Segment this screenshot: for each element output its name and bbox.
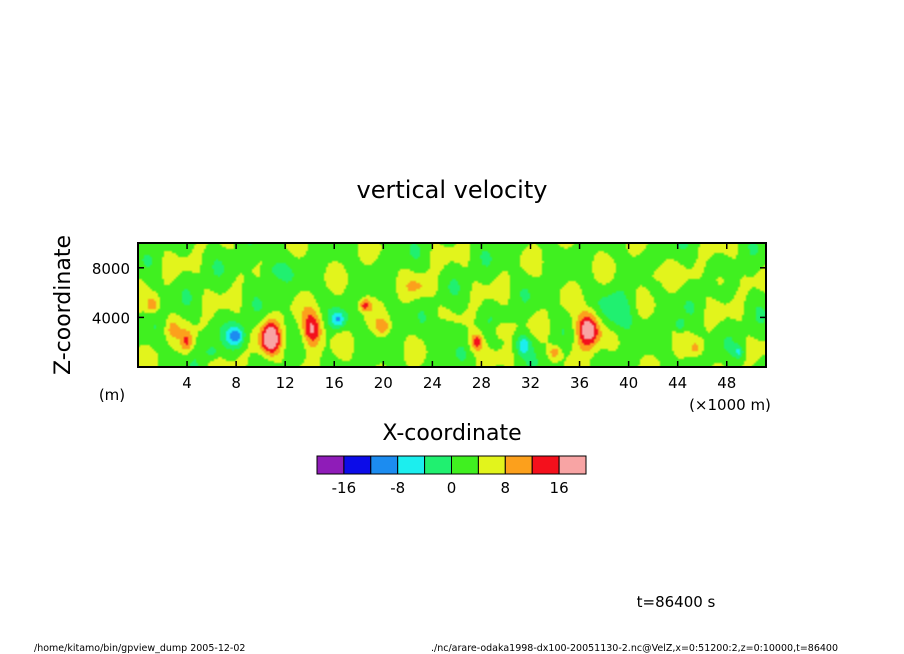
colorbar-tick-label: 8 xyxy=(501,479,511,497)
x-tick-label: 4 xyxy=(182,374,192,392)
colorbar-tick-label: -16 xyxy=(332,479,357,497)
x-tick-label: 28 xyxy=(472,374,491,392)
footer-left-path: /home/kitamo/bin/gpview_dump 2005-12-02 xyxy=(34,643,245,654)
chart-title: vertical velocity xyxy=(357,176,548,204)
colorbar-swatch xyxy=(531,455,560,475)
heatmap-image xyxy=(138,243,766,367)
x-tick-label: 24 xyxy=(423,374,442,392)
y-axis-label: Z-coordinate xyxy=(51,235,76,375)
x-unit-label: (×1000 m) xyxy=(689,396,771,414)
colorbar-tick-label: -8 xyxy=(390,479,405,497)
colorbar-swatch xyxy=(397,455,426,475)
colorbar-swatch xyxy=(477,455,506,475)
y-axis: 4000 8000 xyxy=(92,260,766,327)
colorbar-swatch xyxy=(558,455,587,475)
colorbar-swatch xyxy=(370,455,399,475)
y-tick-label: 8000 xyxy=(92,260,130,278)
colorbar-tick-label: 0 xyxy=(447,479,457,497)
footer-right-path: ./nc/arare-odaka1998-dx100-20051130-2.nc… xyxy=(431,643,838,654)
x-tick-label: 8 xyxy=(231,374,241,392)
x-tick-label: 16 xyxy=(325,374,344,392)
colorbar-swatch xyxy=(316,455,345,475)
x-tick-label: 44 xyxy=(668,374,687,392)
colorbar-tick-label: 16 xyxy=(550,479,569,497)
x-tick-label: 20 xyxy=(374,374,393,392)
x-tick-label: 36 xyxy=(570,374,589,392)
x-axis: 4 8 12 16 20 24 28 32 36 40 44 48 xyxy=(182,243,736,392)
x-tick-label: 32 xyxy=(521,374,540,392)
plot-frame xyxy=(137,242,767,368)
y-tick-label: 4000 xyxy=(92,309,130,327)
x-tick-label: 40 xyxy=(619,374,638,392)
time-label: t=86400 s xyxy=(637,593,716,611)
colorbar-swatch xyxy=(343,455,372,475)
colorbar-swatch xyxy=(424,455,453,475)
colorbar: -16 -8 0 8 16 xyxy=(316,455,587,497)
y-unit-label: (m) xyxy=(99,386,125,404)
x-tick-label: 48 xyxy=(717,374,736,392)
colorbar-swatch xyxy=(451,455,479,475)
x-tick-label: 12 xyxy=(276,374,295,392)
x-axis-label: X-coordinate xyxy=(382,421,521,446)
colorbar-swatch xyxy=(504,455,533,475)
plot-area xyxy=(137,242,767,368)
